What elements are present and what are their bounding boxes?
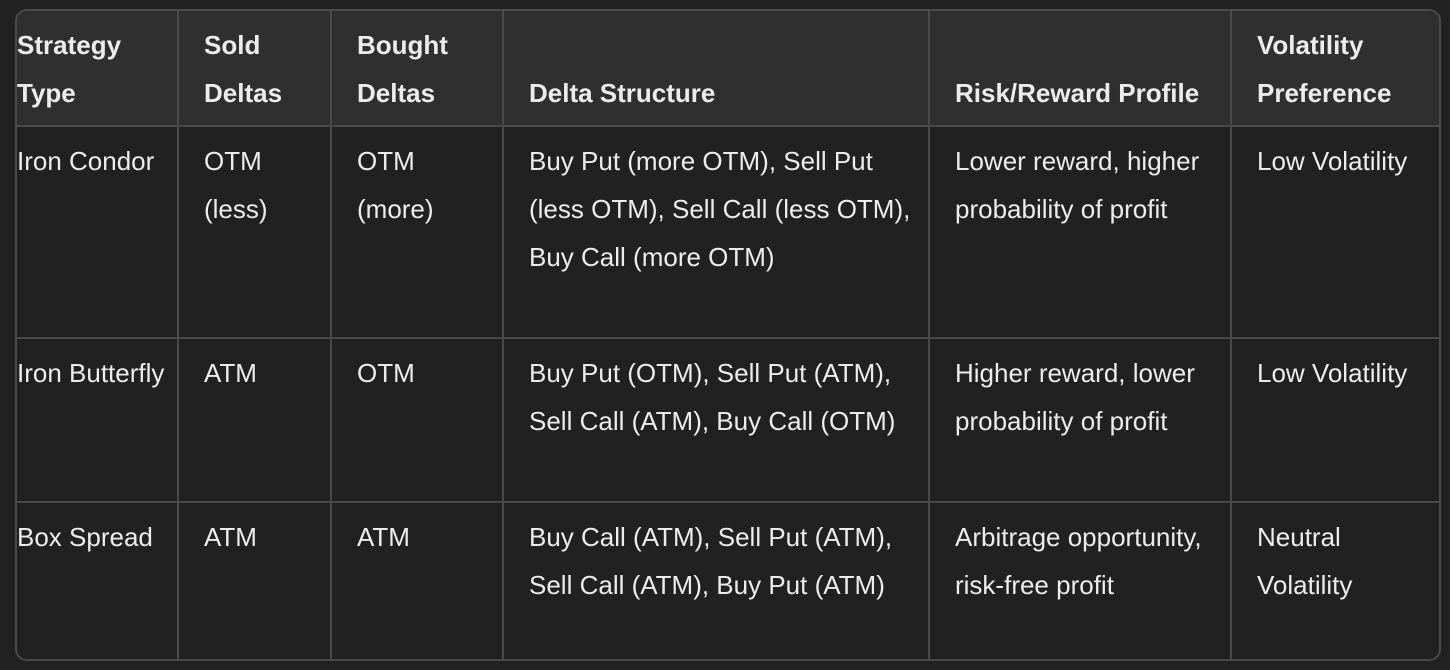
header-volatility-preference: Volatility Preference — [1230, 11, 1439, 127]
cell-delta-structure: Buy Put (OTM), Sell Put (ATM), Sell Call… — [502, 337, 929, 502]
cell-volatility: Low Volatility — [1230, 126, 1439, 338]
table-row: Iron Condor OTM (less) OTM (more) Buy Pu… — [17, 126, 1439, 338]
cell-risk-reward: Arbitrage opportunity, risk-free profit — [928, 501, 1231, 659]
table-row: Iron Butterfly ATM OTM Buy Put (OTM), Se… — [17, 337, 1439, 502]
cell-sold-deltas: ATM — [177, 501, 331, 659]
table-header-row: Strategy Type Sold Deltas Bought Deltas … — [17, 11, 1439, 127]
strategy-comparison-table: Strategy Type Sold Deltas Bought Deltas … — [17, 11, 1439, 659]
cell-bought-deltas: OTM — [330, 337, 503, 502]
cell-sold-deltas: ATM — [177, 337, 331, 502]
cell-volatility: Neutral Volatility — [1230, 501, 1439, 659]
cell-sold-deltas: OTM (less) — [177, 126, 331, 338]
header-risk-reward-profile: Risk/Reward Profile — [928, 11, 1231, 127]
cell-strategy-type: Box Spread — [17, 501, 178, 659]
cell-bought-deltas: OTM (more) — [330, 126, 503, 338]
cell-bought-deltas: ATM — [330, 501, 503, 659]
cell-risk-reward: Lower reward, higher probability of prof… — [928, 126, 1231, 338]
cell-delta-structure: Buy Call (ATM), Sell Put (ATM), Sell Cal… — [502, 501, 929, 659]
cell-strategy-type: Iron Condor — [17, 146, 155, 176]
header-strategy-type: Strategy Type — [17, 11, 178, 127]
cell-delta-structure: Buy Put (more OTM), Sell Put (less OTM),… — [502, 126, 929, 338]
strategy-table-container: Strategy Type Sold Deltas Bought Deltas … — [15, 9, 1441, 661]
header-bought-deltas: Bought Deltas — [330, 11, 503, 127]
cell-risk-reward: Higher reward, lower probability of prof… — [928, 337, 1231, 502]
header-sold-deltas: Sold Deltas — [177, 11, 331, 127]
table-row: Box Spread ATM ATM Buy Call (ATM), Sell … — [17, 501, 1439, 659]
header-delta-structure: Delta Structure — [502, 11, 929, 127]
cell-strategy-type: Iron Butterfly — [17, 337, 178, 502]
cell-volatility: Low Volatility — [1230, 337, 1439, 502]
